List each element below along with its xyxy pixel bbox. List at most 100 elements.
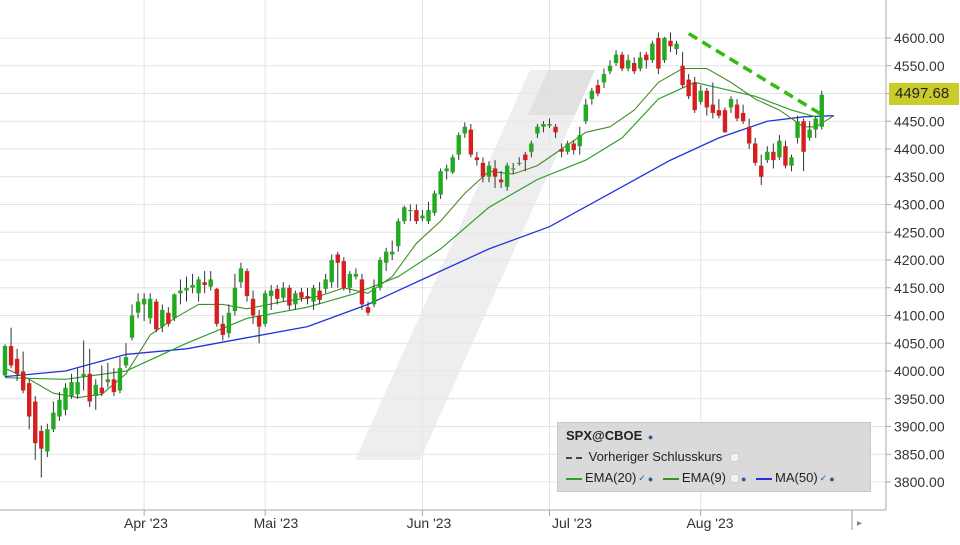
- candle: [408, 204, 413, 222]
- candle: [196, 276, 201, 302]
- candle: [613, 50, 619, 66]
- last-price-badge: 4497.68: [889, 83, 959, 105]
- candle-body: [680, 65, 685, 86]
- candle-body: [504, 165, 510, 187]
- candle-body: [674, 43, 679, 50]
- candle-body: [359, 279, 365, 305]
- candle: [244, 268, 250, 302]
- candle-body: [347, 273, 353, 288]
- settings-icon[interactable]: ●: [740, 473, 747, 484]
- candle-body: [51, 412, 56, 430]
- candle-body: [377, 260, 383, 288]
- ema9-swatch-icon: [662, 477, 679, 480]
- settings-icon[interactable]: ●: [647, 473, 654, 484]
- candle-body: [408, 210, 413, 212]
- candle-body: [353, 273, 359, 277]
- candle: [753, 137, 758, 166]
- legend-ma50[interactable]: MA(50) ✓ ●: [756, 470, 835, 485]
- candle-body: [141, 298, 147, 305]
- candle-body: [81, 373, 86, 377]
- candle: [20, 351, 26, 394]
- candle-body: [99, 387, 104, 394]
- candle: [498, 171, 504, 188]
- candle: [141, 293, 147, 322]
- candle-body: [232, 287, 238, 312]
- candle: [111, 368, 117, 396]
- candle-body: [474, 157, 480, 161]
- candle: [625, 54, 631, 72]
- candle-body: [39, 430, 44, 449]
- candle: [317, 282, 322, 305]
- candle: [565, 140, 570, 155]
- candle: [789, 154, 794, 172]
- candle: [559, 143, 564, 158]
- candle: [226, 304, 232, 338]
- symbol-info-icon[interactable]: ●: [647, 431, 654, 442]
- candle: [698, 85, 703, 105]
- candle: [656, 32, 661, 75]
- x-tick-label: Jul '23: [552, 515, 592, 531]
- check-icon[interactable]: ✓: [638, 473, 646, 484]
- y-tick-label: 3950.00: [894, 391, 945, 407]
- candle-body: [87, 373, 92, 402]
- legend-ema9[interactable]: EMA(9) ●: [662, 470, 747, 485]
- candle: [371, 279, 377, 308]
- candle-body: [698, 90, 703, 102]
- candle: [256, 309, 262, 344]
- candle-body: [335, 254, 340, 263]
- candle-body: [656, 38, 661, 69]
- candle: [734, 99, 740, 122]
- candle-body: [638, 57, 643, 69]
- candle: [638, 51, 643, 72]
- candle-body: [371, 287, 377, 305]
- legend-symbol: SPX@CBOE ●: [566, 428, 653, 443]
- candle: [154, 298, 159, 333]
- candle-body: [813, 118, 818, 130]
- candle: [595, 79, 601, 97]
- candle: [686, 74, 691, 100]
- candle-body: [553, 126, 558, 133]
- checkbox-icon[interactable]: [729, 453, 739, 463]
- check-icon[interactable]: ✓: [819, 473, 828, 484]
- candle-body: [722, 110, 728, 133]
- candle: [81, 340, 86, 391]
- checkbox-icon[interactable]: [729, 474, 739, 484]
- scroll-arrow-icon[interactable]: ▸: [857, 518, 862, 529]
- candle: [129, 304, 135, 341]
- y-tick-label: 4550.00: [894, 58, 945, 74]
- candle-body: [583, 104, 588, 122]
- candle: [644, 51, 649, 69]
- candle-body: [226, 312, 232, 334]
- candle-body: [740, 112, 746, 122]
- candle-body: [293, 293, 298, 305]
- candle-body: [783, 146, 788, 166]
- candle: [438, 168, 443, 199]
- candle-body: [753, 143, 758, 163]
- candle-body: [238, 268, 244, 283]
- y-tick-label: 3800.00: [894, 474, 945, 490]
- candle-body: [589, 90, 595, 100]
- candle: [93, 379, 98, 410]
- candle-body: [456, 135, 461, 155]
- candle-body: [317, 290, 322, 300]
- candle-body: [269, 290, 274, 297]
- candle-body: [801, 121, 806, 152]
- candle-body: [172, 294, 177, 319]
- candle: [432, 190, 437, 216]
- candle: [87, 348, 92, 408]
- candle: [589, 87, 595, 105]
- candle: [8, 327, 14, 369]
- candle: [275, 284, 280, 305]
- y-tick-label: 3850.00: [894, 446, 945, 462]
- candle-body: [650, 43, 655, 61]
- candle-body: [444, 168, 449, 172]
- y-axis: 3800.00 3850.00 3900.00 3950.00 4000.00 4050.…: [886, 30, 945, 490]
- candle: [492, 160, 498, 188]
- candle: [190, 273, 195, 294]
- candle-body: [771, 151, 776, 161]
- candle-body: [486, 165, 492, 177]
- candle: [619, 51, 625, 72]
- settings-icon[interactable]: ●: [829, 473, 835, 484]
- legend-ema20[interactable]: EMA(20) ✓ ●: [566, 470, 653, 485]
